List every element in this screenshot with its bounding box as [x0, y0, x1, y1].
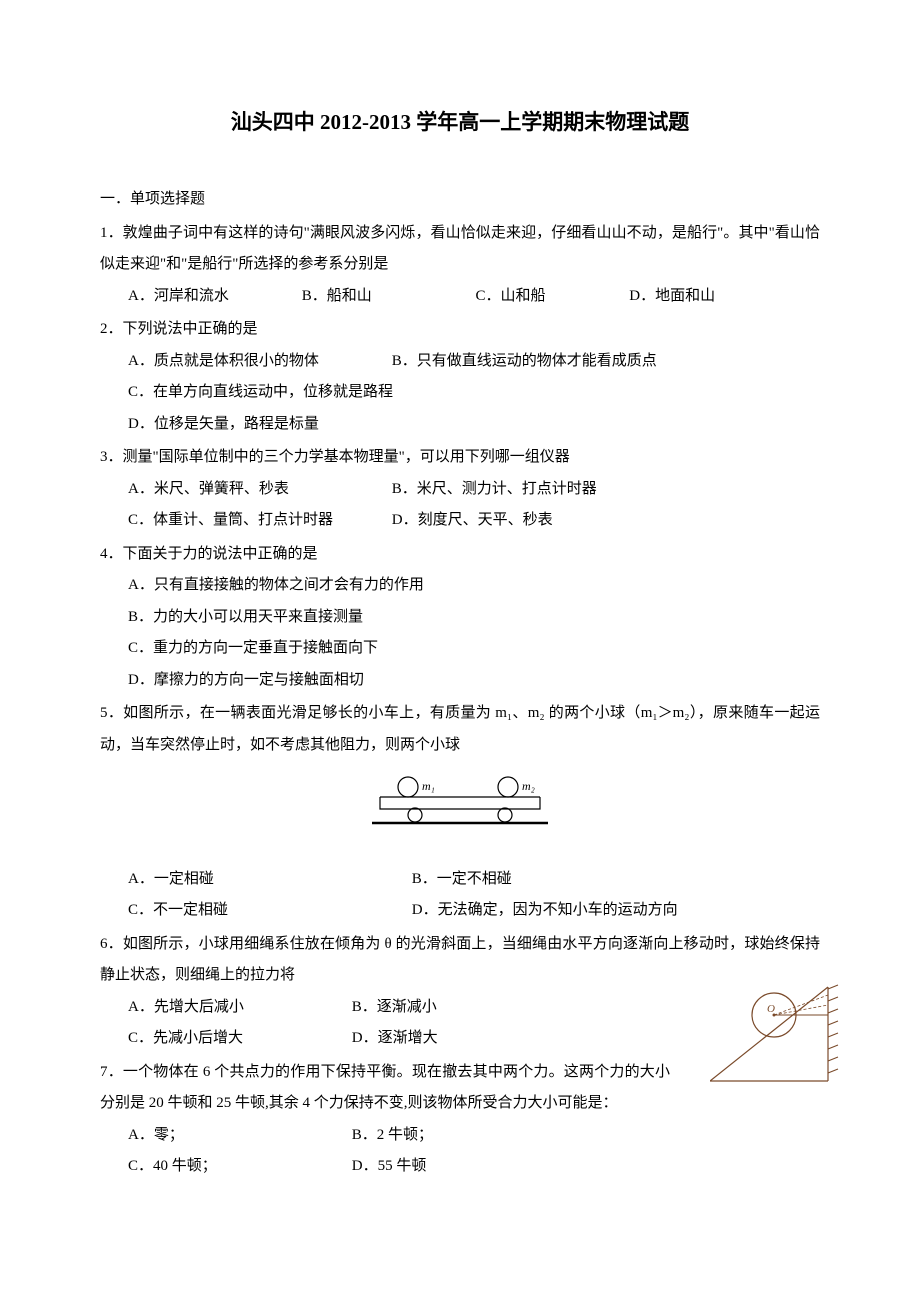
- q3-opt-a: A．米尺、弹簧秤、秒表: [128, 474, 388, 506]
- q6-options-row2: C．先减小后增大 D．逐渐增大: [100, 1023, 670, 1055]
- q6-diagram: O: [710, 981, 840, 1104]
- q5-m2-label: m₂: [522, 779, 535, 793]
- q4-opt-d: D．摩擦力的方向一定与接触面相切: [100, 665, 820, 697]
- q5-options-row1: A．一定相碰 B．一定不相碰: [100, 864, 820, 896]
- q7-opt-c: C．40 牛顿；: [128, 1151, 348, 1183]
- section-header: 一．单项选择题: [100, 184, 820, 216]
- q2-options-row1: A．质点就是体积很小的物体 B．只有做直线运动的物体才能看成质点: [100, 346, 820, 378]
- q6-opt-b: B．逐渐减小: [352, 992, 437, 1024]
- q4-text: 4．下面关于力的说法中正确的是: [100, 539, 820, 571]
- incline-diagram-icon: O: [710, 981, 840, 1091]
- q1-opt-a: A．河岸和流水: [128, 281, 298, 313]
- q1-opt-d: D．地面和山: [629, 281, 769, 313]
- q7-opt-b: B．2 牛顿；: [352, 1120, 433, 1152]
- q5-options-row2: C．不一定相碰 D．无法确定，因为不知小车的运动方向: [100, 895, 820, 927]
- q5-opt-d: D．无法确定，因为不知小车的运动方向: [412, 895, 732, 927]
- question-4: 4．下面关于力的说法中正确的是 A．只有直接接触的物体之间才会有力的作用 B．力…: [100, 539, 820, 697]
- q5-text: 5．如图所示，在一辆表面光滑足够长的小车上，有质量为 m₁、m₂ 的两个小球（m…: [100, 698, 820, 761]
- cart-diagram-icon: m₁ m₂: [360, 775, 560, 831]
- question-3: 3．测量"国际单位制中的三个力学基本物理量"，可以用下列哪一组仪器 A．米尺、弹…: [100, 442, 820, 537]
- q3-opt-b: B．米尺、测力计、打点计时器: [392, 474, 597, 506]
- q2-opt-d: D．位移是矢量，路程是标量: [100, 409, 820, 441]
- q2-opt-b: B．只有做直线运动的物体才能看成质点: [392, 346, 657, 378]
- question-2: 2．下列说法中正确的是 A．质点就是体积很小的物体 B．只有做直线运动的物体才能…: [100, 314, 820, 440]
- q6-opt-d: D．逐渐增大: [352, 1023, 438, 1055]
- q1-options: A．河岸和流水 B．船和山 C．山和船 D．地面和山: [100, 281, 820, 313]
- q3-text: 3．测量"国际单位制中的三个力学基本物理量"，可以用下列哪一组仪器: [100, 442, 820, 474]
- q5-opt-a: A．一定相碰: [128, 864, 408, 896]
- q5-opt-c: C．不一定相碰: [128, 895, 408, 927]
- document-title: 汕头四中 2012-2013 学年高一上学期期末物理试题: [100, 100, 820, 144]
- q6-opt-a: A．先增大后减小: [128, 992, 348, 1024]
- q4-opt-a: A．只有直接接触的物体之间才会有力的作用: [100, 570, 820, 602]
- q6-opt-c: C．先减小后增大: [128, 1023, 348, 1055]
- q3-opt-c: C．体重计、量筒、打点计时器: [128, 505, 388, 537]
- q7-opt-d: D．55 牛顿: [352, 1151, 427, 1183]
- q7-opt-a: A．零；: [128, 1120, 348, 1152]
- q1-opt-b: B．船和山: [302, 281, 472, 313]
- q5-diagram: m₁ m₂: [100, 775, 820, 844]
- q2-opt-c: C．在单方向直线运动中，位移就是路程: [100, 377, 820, 409]
- q5-m1-label: m₁: [422, 779, 435, 793]
- q7-options-row1: A．零； B．2 牛顿；: [100, 1120, 820, 1152]
- q4-opt-b: B．力的大小可以用天平来直接测量: [100, 602, 820, 634]
- q3-options-row1: A．米尺、弹簧秤、秒表 B．米尺、测力计、打点计时器: [100, 474, 820, 506]
- q3-options-row2: C．体重计、量筒、打点计时器 D．刻度尺、天平、秒表: [100, 505, 820, 537]
- q4-opt-c: C．重力的方向一定垂直于接触面向下: [100, 633, 820, 665]
- q2-text: 2．下列说法中正确的是: [100, 314, 820, 346]
- question-1: 1．敦煌曲子词中有这样的诗句"满眼风波多闪烁，看山恰似走来迎，仔细看山山不动，是…: [100, 218, 820, 313]
- question-5: 5．如图所示，在一辆表面光滑足够长的小车上，有质量为 m₁、m₂ 的两个小球（m…: [100, 698, 820, 927]
- q6-options-row1: A．先增大后减小 B．逐渐减小: [100, 992, 670, 1024]
- q1-text: 1．敦煌曲子词中有这样的诗句"满眼风波多闪烁，看山恰似走来迎，仔细看山山不动，是…: [100, 218, 820, 281]
- q2-opt-a: A．质点就是体积很小的物体: [128, 346, 388, 378]
- q5-opt-b: B．一定不相碰: [412, 864, 732, 896]
- q6-o-label: O: [767, 1003, 775, 1015]
- q7-options-row2: C．40 牛顿； D．55 牛顿: [100, 1151, 820, 1183]
- question-6: O 6．如图所示，小球用细绳系住放在倾角为 θ 的光滑斜面上，当细绳由水平方向逐…: [100, 929, 820, 1055]
- q3-opt-d: D．刻度尺、天平、秒表: [392, 505, 553, 537]
- q1-opt-c: C．山和船: [476, 281, 626, 313]
